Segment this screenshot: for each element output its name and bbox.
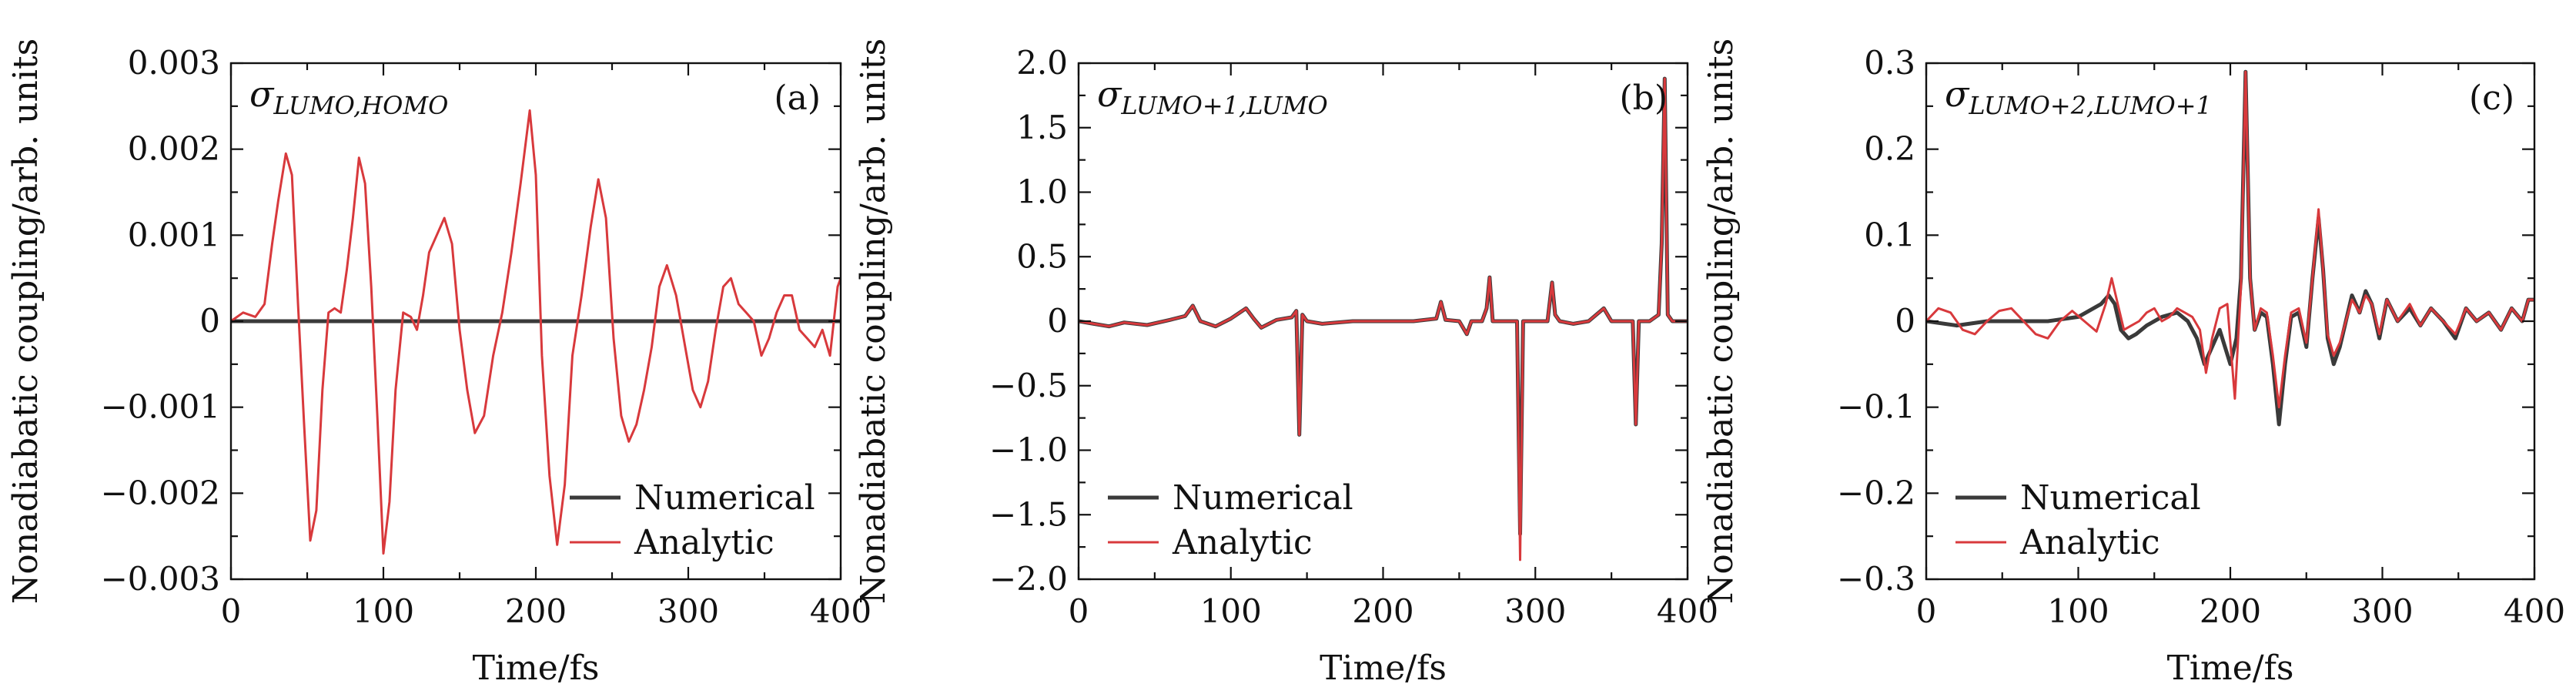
y-tick-label: 1.5 <box>1016 109 1068 146</box>
y-tick-label: 0 <box>199 302 220 340</box>
coupling-symbol-main: σ <box>249 73 275 115</box>
legend: Numerical Analytic <box>1955 478 2201 562</box>
legend-label-analytic: Analytic <box>2019 523 2160 562</box>
x-axis-label: Time/fs <box>473 649 600 688</box>
x-tick-label: 0 <box>221 592 242 630</box>
x-tick-label: 300 <box>657 592 719 630</box>
y-tick-label: −0.3 <box>1837 560 1915 598</box>
panels: 0 100 200 300 400 −0.003 −0.002 −0.001 0 0.001 0.0… <box>6 39 2565 688</box>
y-tick-label: 0.003 <box>128 44 220 82</box>
y-axis-label: Nonadiabatic coupling/arb. units <box>1701 39 1741 604</box>
legend: Numerical Analytic <box>570 478 815 562</box>
panel-b: 0 100 200 300 400 −2.0 −1.5 −1.0 −0.5 0 0.5 1.0 1.5 2… <box>854 39 1718 688</box>
y-axis-label: Nonadiabatic coupling/arb. units <box>6 39 45 604</box>
legend: Numerical Analytic <box>1108 478 1353 562</box>
panel-tag: (c) <box>2469 79 2514 118</box>
coupling-symbol: σLUMO+1,LUMO <box>1097 73 1328 120</box>
x-tick-label: 200 <box>2200 592 2261 630</box>
coupling-symbol-subscript: LUMO,HOMO <box>273 91 448 120</box>
y-tick-label: 0.002 <box>128 130 220 168</box>
y-tick-label: −0.5 <box>989 367 1068 404</box>
x-tick-label: 100 <box>2047 592 2109 630</box>
y-tick-label: −0.001 <box>101 388 220 426</box>
y-tick-label: −2.0 <box>989 560 1068 598</box>
series-line-analytic <box>1926 70 2534 409</box>
y-axis-label: Nonadiabatic coupling/arb. units <box>854 39 893 604</box>
coupling-symbol-main: σ <box>1945 73 1970 115</box>
y-tick-label: 0.1 <box>1864 216 1915 253</box>
y-tick-label: −0.002 <box>101 474 220 511</box>
y-tick-label: 0.3 <box>1864 44 1915 82</box>
series-group <box>1079 76 1688 562</box>
x-tick-label: 200 <box>505 592 567 630</box>
y-tick-label: −0.1 <box>1837 388 1915 426</box>
x-tick-label: 400 <box>810 592 871 630</box>
series-group <box>231 109 841 555</box>
legend-label-numerical: Numerical <box>1173 478 1353 518</box>
y-tick-label: 2.0 <box>1016 44 1068 82</box>
series-line-numerical <box>1079 76 1688 536</box>
coupling-symbol: σLUMO,HOMO <box>249 73 448 120</box>
y-tick-label: 1.0 <box>1016 173 1068 211</box>
x-tick-label: 300 <box>1504 592 1566 630</box>
y-tick-label: −0.003 <box>101 560 220 598</box>
panel-tag: (a) <box>774 79 821 118</box>
legend-label-analytic: Analytic <box>634 523 774 562</box>
coupling-symbol-subscript: LUMO+1,LUMO <box>1120 91 1327 120</box>
y-tick-label: 0.001 <box>128 216 220 253</box>
series-line-analytic <box>1079 77 1688 562</box>
x-tick-label: 400 <box>2504 592 2565 630</box>
legend-label-analytic: Analytic <box>1172 523 1313 562</box>
panel-a: 0 100 200 300 400 −0.003 −0.002 −0.001 0 0.001 0.0… <box>6 39 871 688</box>
x-tick-label: 0 <box>1916 592 1937 630</box>
x-axis-label: Time/fs <box>1320 649 1447 688</box>
x-tick-label: 400 <box>1657 592 1718 630</box>
series-line-analytic <box>231 109 841 555</box>
panel-tag: (b) <box>1620 79 1668 118</box>
x-tick-label: 200 <box>1352 592 1413 630</box>
legend-label-numerical: Numerical <box>2020 478 2201 518</box>
series-line-numerical <box>1926 69 2534 427</box>
y-tick-label: 0 <box>1047 302 1068 340</box>
x-tick-label: 0 <box>1069 592 1089 630</box>
panel-c: 0 100 200 300 400 −0.3 −0.2 −0.1 0 0.1 0.2 0.3 Time/… <box>1701 39 2565 688</box>
y-tick-label: −1.0 <box>989 431 1068 469</box>
series-group <box>1926 69 2534 427</box>
x-tick-label: 300 <box>2351 592 2413 630</box>
x-axis-label: Time/fs <box>2167 649 2294 688</box>
y-tick-label: −1.5 <box>989 495 1068 533</box>
x-tick-label: 100 <box>1200 592 1262 630</box>
y-tick-label: 0.2 <box>1864 130 1915 168</box>
y-tick-label: 0 <box>1895 302 1915 340</box>
y-tick-label: 0.5 <box>1016 237 1068 275</box>
coupling-symbol: σLUMO+2,LUMO+1 <box>1945 73 2212 120</box>
x-tick-label: 100 <box>353 592 414 630</box>
legend-label-numerical: Numerical <box>634 478 815 518</box>
coupling-symbol-main: σ <box>1097 73 1122 115</box>
y-tick-label: −0.2 <box>1837 474 1915 511</box>
coupling-symbol-subscript: LUMO+2,LUMO+1 <box>1968 91 2211 120</box>
